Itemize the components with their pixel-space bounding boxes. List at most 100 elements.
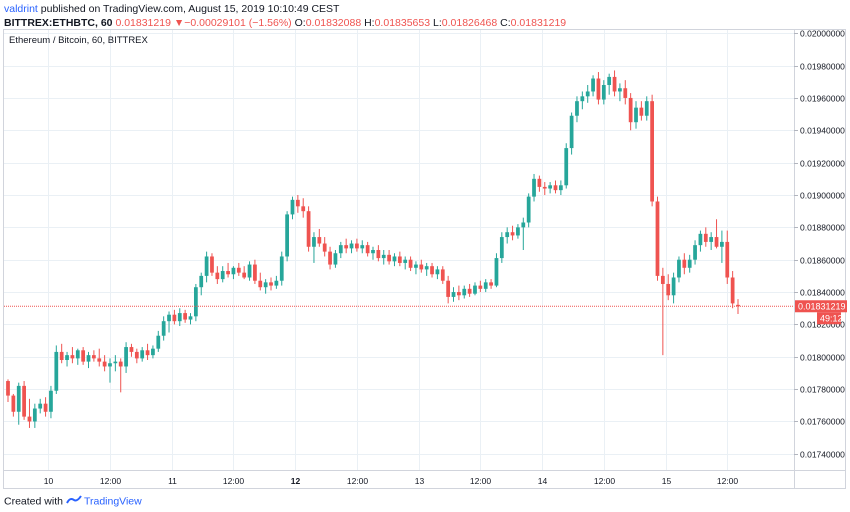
candle-body-down — [682, 259, 687, 268]
open-label: O: — [294, 17, 306, 29]
last-price-tag — [795, 300, 847, 313]
candle-body-down — [145, 350, 150, 356]
candle-body-up — [687, 259, 692, 268]
candle-body-down — [666, 283, 671, 296]
chart-title: Ethereum / Bitcoin, 60, BITTREX — [9, 35, 149, 46]
candle-body-down — [301, 206, 306, 212]
price-tick-label: 0.01880000 — [800, 223, 845, 233]
candle-body-down — [355, 243, 359, 249]
candle-body-up — [414, 264, 418, 268]
candle-body-up — [693, 245, 697, 260]
candle-body-up — [618, 88, 622, 92]
high-value: 0.01835653 — [374, 17, 431, 29]
chart-border — [3, 29, 846, 489]
candle-body-up — [505, 232, 510, 238]
candle-body-down — [70, 355, 75, 359]
candle-body-up — [494, 258, 499, 286]
candle-body-up — [435, 269, 440, 275]
candle-body-down — [365, 245, 370, 254]
price-change: −0.00029101 (−1.56%) — [184, 17, 292, 29]
candle-body-up — [124, 347, 128, 367]
candle-body-down — [457, 292, 461, 296]
candle-body-down — [467, 288, 472, 294]
price-tick-label: 0.02000000 — [800, 29, 845, 39]
tradingview-logo-icon[interactable] — [66, 495, 82, 508]
time-tick-label: 11 — [168, 476, 177, 486]
price-tick-label: 0.01760000 — [800, 417, 845, 427]
price-tick-label: 0.01820000 — [800, 320, 845, 330]
candle-body-up — [548, 185, 553, 189]
close-label: C: — [500, 17, 511, 29]
candle-body-down — [59, 351, 64, 360]
candle-body-down — [703, 233, 708, 242]
candlestick-chart[interactable]: Ethereum / Bitcoin, 60, BITTREX 0.020000… — [0, 29, 850, 489]
candle-body-down — [714, 237, 719, 247]
price-tick-label: 0.01860000 — [800, 256, 845, 266]
candle-body-down — [660, 275, 665, 284]
candle-body-down — [397, 256, 402, 263]
username-link[interactable]: valdrint — [4, 3, 38, 15]
candle-body-up — [49, 390, 53, 412]
time-tick-label: 12:00 — [100, 476, 122, 486]
tradingview-brand-link[interactable]: TradingView — [83, 495, 142, 508]
candle-body-up — [263, 282, 268, 288]
candle-body-down — [650, 101, 654, 202]
candle-body-up — [54, 351, 59, 391]
candle-body-down — [295, 199, 300, 207]
published-text: published on TradingView.com, August 15,… — [37, 3, 340, 15]
time-axis[interactable]: 10 12:00 11 12:00 12 12:00 13 12:00 14 12:00 15 12:… — [44, 476, 739, 486]
time-tick-label: 12 — [291, 476, 301, 486]
candle-body-down — [317, 237, 322, 244]
low-value: 0.01826468 — [441, 17, 498, 29]
candle-body-up — [220, 271, 225, 280]
candle-body-up — [151, 348, 155, 356]
candle-body-down — [623, 88, 628, 98]
price-axis[interactable]: 0.02000000 0.01980000 0.01960000 0.01940000… — [794, 29, 845, 460]
candle-body-down — [612, 76, 617, 92]
candle-body-down — [6, 381, 10, 396]
candle-body-down — [328, 251, 332, 265]
symbol-label[interactable]: BITTREX:ETHBTC, 60 — [4, 17, 113, 29]
candle-body-up — [32, 408, 37, 422]
candle-body-down — [210, 256, 214, 273]
candle-body-down — [376, 250, 381, 259]
candle-body-up — [177, 313, 182, 322]
candle-body-up — [38, 403, 43, 409]
candle-body-down — [736, 304, 740, 307]
chart-container[interactable]: Ethereum / Bitcoin, 60, BITTREX 0.020000… — [0, 29, 850, 489]
price-tick-label: 0.01840000 — [800, 288, 845, 298]
time-tick-label: 10 — [44, 476, 54, 486]
chart-header: valdrint published on TradingView.com, A… — [0, 0, 850, 30]
price-tick-label: 0.01960000 — [800, 94, 845, 104]
candle-body-up — [564, 148, 569, 186]
candle-body-up — [698, 233, 703, 246]
candle-body-down — [92, 355, 96, 359]
footer: Created with TradingView — [4, 495, 142, 508]
candle-body-up — [451, 292, 456, 297]
candle-body-down — [344, 245, 349, 249]
candle-body-down — [446, 280, 451, 297]
candle-body-up — [720, 241, 724, 247]
candles-layer — [6, 70, 740, 428]
candle-body-down — [269, 282, 273, 286]
candle-body-up — [360, 245, 365, 249]
candle-body-down — [242, 272, 247, 278]
candle-body-up — [462, 288, 467, 296]
time-tick-label: 15 — [662, 476, 672, 486]
candle-body-up — [580, 96, 585, 102]
candle-body-down — [542, 186, 547, 189]
candle-body-up — [349, 243, 354, 249]
candle-body-up — [709, 237, 714, 242]
candle-body-down — [43, 403, 48, 412]
candle-body-down — [730, 277, 735, 304]
candle-body-down — [236, 267, 241, 273]
candle-body-up — [161, 321, 166, 336]
time-tick-label: 12:00 — [347, 476, 369, 486]
candle-body-up — [333, 253, 338, 265]
time-tick-label: 13 — [415, 476, 425, 486]
candle-body-down — [306, 211, 311, 247]
candle-body-up — [499, 237, 504, 259]
price-tick-label: 0.01780000 — [800, 385, 845, 395]
last-price: 0.01831219 — [115, 17, 171, 29]
change-arrow-icon: ▼ — [173, 17, 185, 29]
